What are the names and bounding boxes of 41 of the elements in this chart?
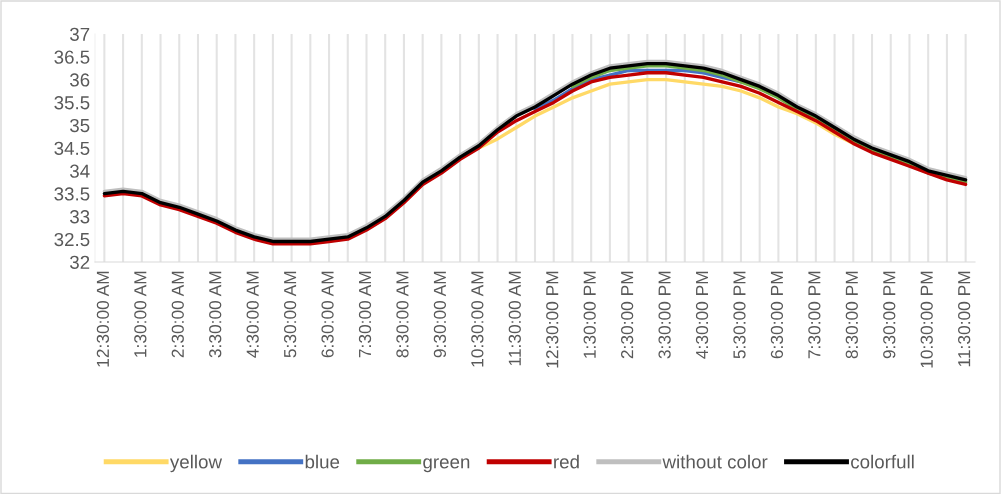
x-tick-label: 7:30:00 AM [358,271,372,358]
x-tick-label: 2:30:00 AM [171,271,184,358]
y-tick-label: 36.5 [54,50,90,64]
legend-label: blue [305,454,340,469]
y-tick-label: 35.5 [54,96,90,110]
x-tick-label: 4:30:00 PM [695,271,709,359]
x-tick-label: 10:30:00 AM [471,271,484,367]
x-tick-label: 1:30:00 AM [134,271,147,357]
y-tick-label: 35 [70,118,90,133]
x-tick-label: 11:30:00 PM [958,271,971,367]
x-tick-label: 3:30:00 PM [658,271,671,359]
y-tick-label: 34.5 [54,141,90,155]
x-tick-label: 6:30:00 AM [321,271,334,358]
y-tick-label: 33 [70,210,90,224]
legend-label: colorfull [851,454,914,469]
y-tick-label: 32.5 [54,232,90,247]
x-tick-label: 4:30:00 AM [246,271,259,358]
legend-label: without color [662,454,768,469]
y-tick-label: 32 [70,255,90,269]
y-tick-label: 37 [70,27,90,41]
x-tick-label: 5:30:00 PM [733,271,746,359]
x-tick-label: 10:30:00 PM [920,271,933,368]
legend-label: red [554,454,579,469]
x-tick-label: 8:30:00 PM [845,271,858,359]
x-tick-label: 1:30:00 PM [583,271,596,358]
x-tick-label: 2:30:00 PM [620,271,634,359]
x-tick-label: 12:30:00 AM [96,271,110,367]
legend-label: green [423,458,470,473]
x-tick-label: 9:30:00 AM [433,271,447,358]
y-tick-label: 34 [70,164,90,178]
y-tick-label: 36 [70,73,90,87]
x-tick-label: 9:30:00 PM [883,271,896,359]
x-tick-label: 8:30:00 AM [396,271,409,358]
x-tick-label: 12:30:00 PM [546,271,559,368]
x-tick-label: 5:30:00 AM [283,271,297,358]
x-tick-label: 11:30:00 AM [508,271,521,366]
x-tick-label: 6:30:00 PM [770,271,784,359]
x-tick-label: 3:30:00 AM [209,271,222,358]
legend-label: yellow [169,454,223,473]
y-tick-label: 33.5 [54,187,90,201]
x-tick-label: 7:30:00 PM [808,271,821,359]
